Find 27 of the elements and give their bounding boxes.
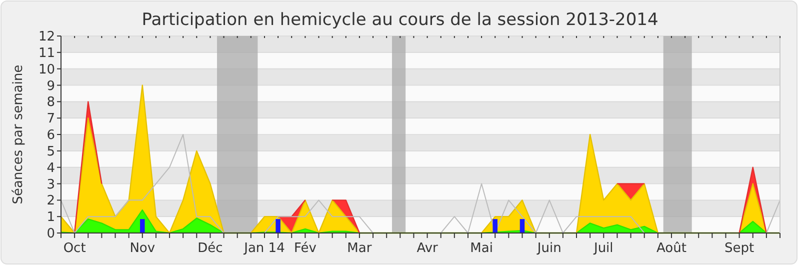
- y-tick-label: 10: [38, 62, 55, 78]
- x-tick-label: Juil: [592, 241, 614, 256]
- y-tick-label: 11: [38, 46, 55, 61]
- y-tick-label: 8: [46, 95, 55, 110]
- x-tick-label: Mar: [347, 241, 372, 256]
- y-tick-label: 2: [46, 194, 55, 209]
- y-tick-label: 5: [46, 144, 55, 160]
- x-tick-label: Fév: [294, 241, 317, 256]
- y-axis-title: Séances par semaine: [11, 64, 26, 204]
- y-tick-label: 7: [46, 112, 55, 127]
- x-tick-label: Août: [656, 241, 686, 256]
- y-tick-label: 4: [46, 160, 55, 176]
- y-tick-label: 3: [46, 177, 55, 192]
- y-tick-label: 12: [38, 30, 55, 44]
- x-tick-label: Mai: [470, 241, 493, 256]
- y-tick-label: 1: [46, 210, 55, 226]
- y-tick-label: 9: [46, 78, 55, 94]
- x-tick-label: Déc: [198, 241, 223, 256]
- x-tick-label: Nov: [130, 241, 156, 256]
- chart-title: Participation en hemicycle au cours de la session 2013-2014: [142, 10, 658, 30]
- x-tick-label: Jan 14: [243, 241, 285, 256]
- x-tick-label: Avr: [416, 241, 439, 256]
- x-tick-label: Juin: [536, 241, 562, 256]
- y-tick-label: 6: [46, 128, 55, 143]
- x-tick-label: Oct: [63, 241, 86, 256]
- y-tick-label: 0: [46, 226, 55, 242]
- x-tick-label: Sept: [724, 241, 754, 256]
